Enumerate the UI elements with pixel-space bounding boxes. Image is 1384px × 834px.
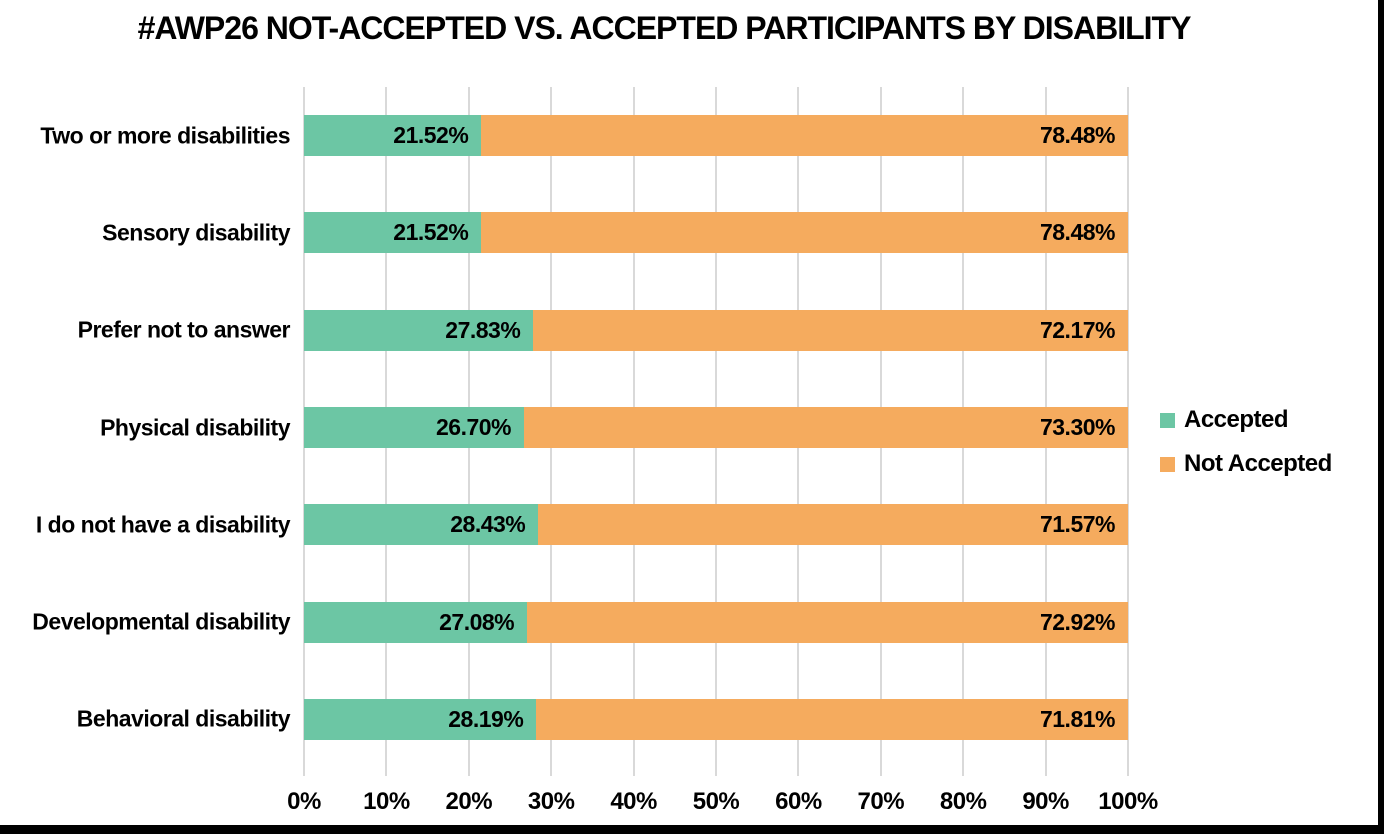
x-axis-tick-label: 70% [857,788,905,815]
x-axis-tick-label: 60% [775,788,822,815]
x-axis-tick-mark [879,768,882,776]
bar-value-label: 28.19% [448,705,524,732]
gridline [1127,87,1129,768]
category-label: Physical disability [100,414,290,440]
bar-value-label: 71.81% [1039,705,1116,732]
category-label: Two or more disabilities [40,122,290,149]
x-axis-tick-mark [632,768,635,776]
bar-value-label: 72.92% [1039,608,1116,635]
legend-swatch-accepted-icon [1160,412,1175,428]
bar-segment-accepted: 28.43% [304,504,539,546]
bar-segment-not-accepted: 71.57% [538,504,1128,546]
x-axis-tick-label: 50% [692,788,740,815]
x-axis-tick-label: 100% [1098,788,1158,815]
legend-item-accepted: Accepted [1160,406,1332,434]
x-axis-tick-label: 90% [1022,788,1069,815]
category-label: Behavioral disability [76,705,291,732]
x-axis-tick-label: 40% [610,788,657,815]
y-axis-category-labels: Two or more disabilities Sensory disabili… [0,0,291,825]
legend-label-not-accepted: Not Accepted [1184,450,1332,477]
bar-value-label: 21.52% [393,122,469,149]
bar-value-label: 27.83% [445,316,521,343]
category-label: Sensory disability [102,219,290,246]
bar-segment-not-accepted: 73.30% [524,407,1128,448]
bar-segment-not-accepted: 71.81% [536,698,1128,740]
bar-segment-accepted: 26.70% [304,407,524,448]
x-axis-tick-label: 10% [363,788,410,815]
x-axis-tick-mark [715,768,717,776]
bar-value-label: 71.57% [1039,511,1116,538]
bar-row: 21.52% 78.48% [304,212,1128,254]
x-axis-tick-mark [1044,768,1047,776]
x-axis-tick-mark [385,768,388,776]
bar-row: 27.83% 72.17% [304,309,1128,351]
x-axis-tick-label: 80% [939,788,987,815]
bar-segment-accepted: 28.19% [304,698,537,740]
x-axis-tick-label: 30% [527,788,575,815]
bar-segment-not-accepted: 78.48% [481,212,1128,254]
plot-area: 0% 10% 20% 30% 40% 50% 60% 70% 80% 90% 100% 21.52% 7… [287,87,1158,815]
x-axis-tick-mark [550,768,553,776]
legend: Accepted Not Accepted [1160,406,1332,478]
chart-title: #AWP26 NOT-ACCEPTED VS. ACCEPTED PARTICI… [137,10,1192,46]
bar-value-label: 21.52% [393,219,469,246]
bar-value-label: 73.30% [1039,414,1116,440]
bar-segment-accepted: 21.52% [304,212,482,254]
bar-value-label: 26.70% [435,414,512,440]
x-axis-tick-label: 20% [445,788,493,815]
bar-row: 21.52% 78.48% [304,115,1128,157]
bar-segment-accepted: 27.08% [304,601,528,643]
x-axis-tick-mark [962,768,965,776]
bar-row: 28.19% 71.81% [304,698,1128,740]
bar-row: 28.43% 71.57% [304,504,1128,546]
bar-value-label: 28.43% [450,511,526,538]
bar-row: 26.70% 73.30% [304,407,1128,448]
category-label: Developmental disability [32,608,290,635]
x-axis-tick-mark [467,768,470,776]
bar-value-label: 27.08% [439,608,515,635]
x-axis-tick-label: 0% [287,788,321,815]
bar-segment-accepted: 27.83% [304,309,534,351]
x-axis-tick-mark [303,768,305,776]
bar-segment-not-accepted: 72.92% [527,601,1128,643]
category-label: Prefer not to answer [77,316,291,343]
bar-value-label: 78.48% [1039,219,1116,246]
bar-segment-accepted: 21.52% [304,115,482,157]
bar-segment-not-accepted: 72.17% [533,309,1128,351]
bar-segment-not-accepted: 78.48% [481,115,1128,157]
bar-value-label: 78.48% [1039,122,1116,149]
x-axis-tick-mark [797,768,800,776]
legend-item-not-accepted: Not Accepted [1160,450,1332,478]
legend-swatch-not-accepted-icon [1160,456,1175,472]
legend-label-accepted: Accepted [1184,406,1289,433]
category-label: I do not have a disability [35,511,291,538]
bar-value-label: 72.17% [1039,316,1116,343]
x-axis-tick-mark [1127,768,1129,776]
bar-row: 27.08% 72.92% [304,601,1128,643]
